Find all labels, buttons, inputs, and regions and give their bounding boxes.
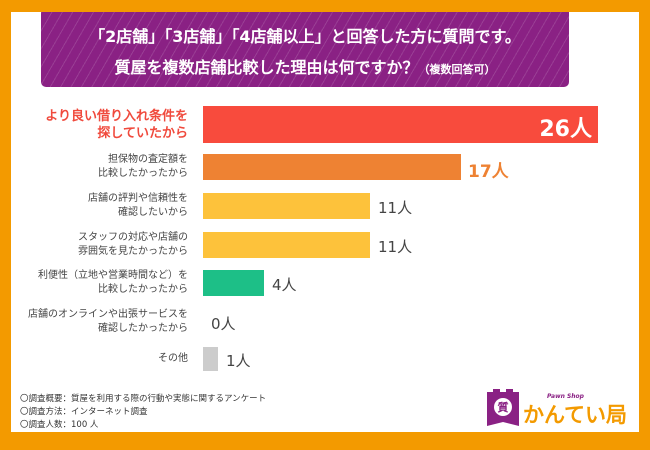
category-label-line: 担保物の査定額を bbox=[108, 154, 188, 165]
category-label-line: 店舗のオンラインや出張サービスを bbox=[28, 309, 188, 320]
value-label: 1人 bbox=[226, 352, 251, 370]
category-label-line: 比較したかったから bbox=[98, 284, 188, 295]
category-label-line: より良い借り入れ条件を bbox=[45, 109, 188, 124]
logo-mark-text: 質 bbox=[498, 400, 509, 414]
chart-row: より良い借り入れ条件を探していたから 26人 bbox=[0, 106, 640, 146]
category-label: より良い借り入れ条件を探していたから bbox=[45, 108, 188, 142]
bar bbox=[203, 270, 264, 296]
value-label: 17人 bbox=[468, 162, 509, 182]
category-label-line: 確認したいから bbox=[118, 207, 188, 218]
question-banner: 「2店舗」「3店舗」「4店舗以上」と回答した方に質問です。 質屋を複数店舗比較し… bbox=[41, 12, 569, 87]
chart-row: 店舗のオンラインや出張サービスを確認したかったから 0人 bbox=[0, 309, 640, 349]
bar bbox=[203, 232, 370, 258]
logo-tagline: Pawn Shop bbox=[547, 393, 585, 400]
question-note: （複数回答可） bbox=[418, 63, 496, 76]
value-label: 26人 bbox=[539, 117, 592, 142]
survey-notes: 〇調査概要：質屋を利用する際の行動や実態に関するアンケート 〇調査方法：インター… bbox=[20, 393, 266, 432]
category-label: 店舗のオンラインや出張サービスを確認したかったから bbox=[28, 308, 188, 336]
note-overview: 〇調査概要：質屋を利用する際の行動や実態に関するアンケート bbox=[20, 394, 267, 404]
note-method: 〇調査方法：インターネット調査 bbox=[20, 407, 148, 417]
bar bbox=[203, 193, 370, 219]
question-line-2: 質屋を複数店舗比較した理由は何ですか？（複数回答可） bbox=[41, 54, 569, 78]
bar bbox=[203, 106, 598, 143]
question-text: 質屋を複数店舗比較した理由は何ですか？ bbox=[114, 58, 419, 77]
value-label: 11人 bbox=[378, 238, 413, 256]
category-label-line: スタッフの対応や店舗の bbox=[78, 232, 188, 243]
category-label-line: 確認したかったから bbox=[98, 323, 188, 334]
category-label-line: その他 bbox=[158, 353, 188, 364]
chart-row: 店舗の評判や信頼性を確認したいから 11人 bbox=[0, 193, 640, 233]
value-label: 4人 bbox=[272, 276, 297, 294]
value-label: 11人 bbox=[378, 199, 413, 217]
kanteikyoku-logo: 質 Pawn Shop かんてい局 bbox=[487, 389, 627, 427]
category-label: 利便性（立地や営業時間など）を比較したかったから bbox=[38, 269, 188, 297]
chart-row: 担保物の査定額を比較したかったから 17人 bbox=[0, 154, 640, 194]
value-label: 0人 bbox=[211, 315, 236, 333]
category-label-line: 比較したかったから bbox=[98, 168, 188, 179]
chart-row: その他 1人 bbox=[0, 347, 640, 387]
category-label-line: 探していたから bbox=[97, 126, 188, 141]
category-label-line: 店舗の評判や信頼性を bbox=[88, 193, 188, 204]
category-label-line: 利便性（立地や営業時間など）を bbox=[38, 270, 188, 281]
chart-row: 利便性（立地や営業時間など）を比較したかったから 4人 bbox=[0, 270, 640, 310]
chart-row: スタッフの対応や店舗の 雰囲気を見たかったから 11人 bbox=[0, 232, 640, 272]
category-label: その他 bbox=[158, 352, 188, 366]
category-label: 店舗の評判や信頼性を確認したいから bbox=[88, 192, 188, 220]
logo-name: かんてい局 bbox=[523, 403, 627, 427]
bar bbox=[203, 347, 218, 371]
category-label: 担保物の査定額を比較したかったから bbox=[98, 153, 188, 181]
bar bbox=[203, 154, 461, 180]
note-count: 〇調査人数：100 人 bbox=[20, 420, 99, 430]
category-label: スタッフの対応や店舗の 雰囲気を見たかったから bbox=[78, 231, 188, 259]
question-line-1: 「2店舗」「3店舗」「4店舗以上」と回答した方に質問です。 bbox=[89, 27, 521, 46]
category-label-line: 雰囲気を見たかったから bbox=[78, 246, 188, 257]
